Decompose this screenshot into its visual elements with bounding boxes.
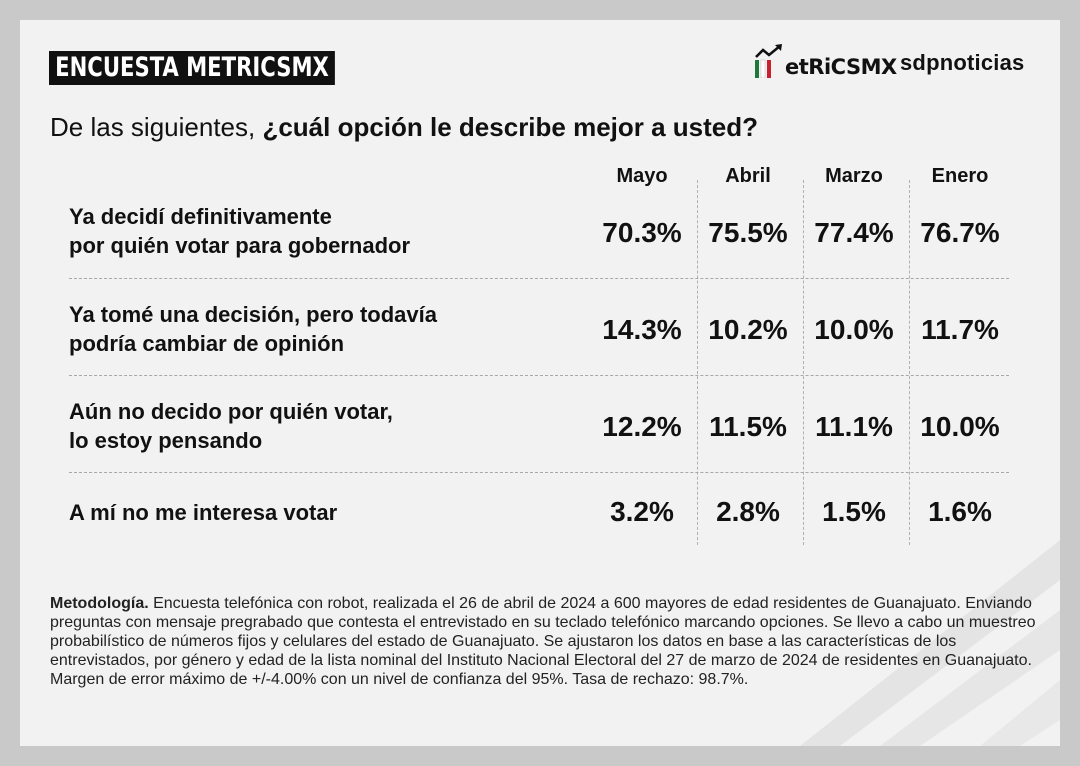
value-cell-decided-abril: 75.5% bbox=[708, 217, 788, 248]
value-cell-not-interested-abril: 2.8% bbox=[716, 496, 780, 527]
metricsmx-logo: etRiCSMX bbox=[754, 44, 897, 78]
column-separator bbox=[697, 180, 698, 545]
value-cell-undecided-enero: 10.0% bbox=[920, 411, 1000, 442]
row-label-line: Aún no decido por quién votar, bbox=[69, 399, 393, 424]
row-separator bbox=[69, 375, 1009, 376]
survey-card: ENCUESTA METRICSMX etRiCSMX sdpnoticias … bbox=[20, 20, 1060, 746]
metricsmx-logo-text: etRiCSMX bbox=[785, 55, 897, 79]
methodology-note: Metodología. Encuesta telefónica con rob… bbox=[50, 594, 1040, 689]
value-cell-undecided-abril: 11.5% bbox=[709, 411, 787, 442]
sdpnoticias-logo: sdpnoticias bbox=[900, 50, 1025, 75]
value-cell-could-change-abril: 10.2% bbox=[708, 314, 788, 345]
column-header-enero: Enero bbox=[931, 165, 989, 187]
row-label-undecided: Aún no decido por quién votar, lo estoy … bbox=[69, 397, 549, 455]
value-cell-could-change-mayo: 14.3% bbox=[602, 314, 682, 345]
column-header-abril: Abril bbox=[725, 165, 771, 187]
value-cell-decided-mayo: 70.3% bbox=[602, 217, 682, 248]
value-cell-could-change-enero: 11.7% bbox=[921, 314, 999, 345]
value-cell-could-change-marzo: 10.0% bbox=[814, 314, 894, 345]
value-cell-undecided-marzo: 11.1% bbox=[815, 411, 893, 442]
value-cell-undecided-mayo: 12.2% bbox=[602, 411, 682, 442]
methodology-text: Encuesta telefónica con robot, realizada… bbox=[50, 595, 1036, 688]
decorative-diagonal-stripes bbox=[800, 540, 1060, 746]
value-cell-not-interested-enero: 1.6% bbox=[928, 496, 992, 527]
metricsmx-flag-chart-icon bbox=[755, 44, 782, 78]
row-label-line: por quién votar para gobernador bbox=[69, 233, 411, 258]
value-cell-decided-enero: 76.7% bbox=[920, 217, 1000, 248]
row-label-line: A mí no me interesa votar bbox=[69, 500, 338, 525]
column-separator bbox=[909, 180, 910, 545]
question-bold: ¿cuál opción le describe mejor a usted? bbox=[262, 112, 759, 142]
row-separator bbox=[69, 278, 1009, 279]
row-label-line: Ya tomé una decisión, pero todavía bbox=[69, 302, 437, 327]
row-label-line: lo estoy pensando bbox=[69, 428, 263, 453]
row-label-line: Ya decidí definitivamente bbox=[69, 204, 332, 229]
value-cell-not-interested-marzo: 1.5% bbox=[822, 496, 886, 527]
row-label-line: podría cambiar de opinión bbox=[69, 331, 345, 356]
survey-question: De las siguientes, ¿cuál opción le descr… bbox=[50, 112, 758, 143]
row-separator bbox=[69, 472, 1009, 473]
question-prefix: De las siguientes, bbox=[50, 112, 263, 142]
row-label-decided: Ya decidí definitivamente por quién vota… bbox=[69, 202, 549, 260]
row-label-could-change: Ya tomé una decisión, pero todavía podrí… bbox=[69, 300, 549, 358]
column-separator bbox=[803, 180, 804, 545]
value-cell-decided-marzo: 77.4% bbox=[814, 217, 894, 248]
column-header-mayo: Mayo bbox=[616, 165, 668, 187]
row-label-not-interested: A mí no me interesa votar bbox=[69, 498, 549, 527]
value-cell-not-interested-mayo: 3.2% bbox=[610, 496, 674, 527]
survey-badge: ENCUESTA METRICSMX bbox=[49, 51, 335, 85]
column-header-marzo: Marzo bbox=[825, 165, 883, 187]
methodology-title: Metodología. bbox=[50, 595, 149, 612]
